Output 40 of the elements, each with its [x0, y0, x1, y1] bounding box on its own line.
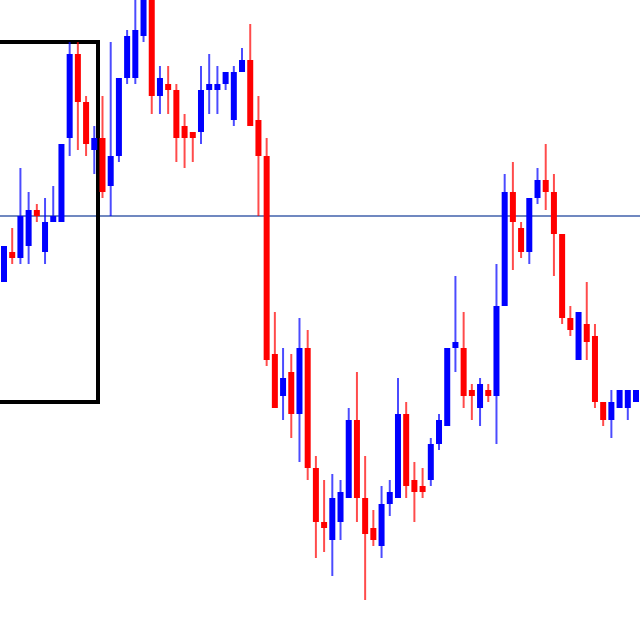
candlestick — [329, 473, 336, 577]
candlestick — [9, 227, 16, 265]
candlestick — [608, 389, 615, 439]
candlestick — [156, 65, 163, 115]
candlestick — [575, 312, 582, 360]
candlestick — [107, 41, 114, 217]
candlestick — [518, 221, 525, 259]
candlestick — [132, 0, 139, 85]
candlestick — [550, 173, 557, 277]
candlestick — [477, 377, 484, 427]
candlestick — [460, 311, 467, 409]
candlestick — [214, 65, 221, 115]
candlestick — [534, 167, 541, 205]
candlestick — [452, 275, 459, 373]
candlestick — [74, 41, 81, 151]
candlestick — [42, 197, 49, 265]
candlestick — [280, 347, 287, 421]
candlestick — [17, 167, 24, 265]
candlestick — [206, 53, 213, 115]
candlestick — [173, 83, 180, 163]
candlestick — [1, 246, 7, 282]
candlestick — [321, 479, 328, 553]
candlestick — [427, 437, 434, 487]
candlestick — [509, 161, 516, 271]
candlestick — [165, 65, 172, 115]
candlestick — [124, 29, 131, 85]
candlestick — [288, 353, 295, 439]
candlestick — [230, 65, 237, 127]
candlestick — [624, 389, 631, 421]
candlestick — [600, 401, 607, 427]
candlestick — [542, 143, 549, 211]
candlestick — [419, 467, 426, 499]
candlestick — [83, 95, 90, 157]
candlestick — [567, 305, 574, 337]
candlestick — [197, 65, 204, 145]
candlestick — [362, 455, 369, 601]
candlestick — [25, 191, 32, 265]
candlestick — [189, 131, 196, 163]
candlestick — [378, 485, 385, 559]
candlestick — [91, 125, 98, 175]
